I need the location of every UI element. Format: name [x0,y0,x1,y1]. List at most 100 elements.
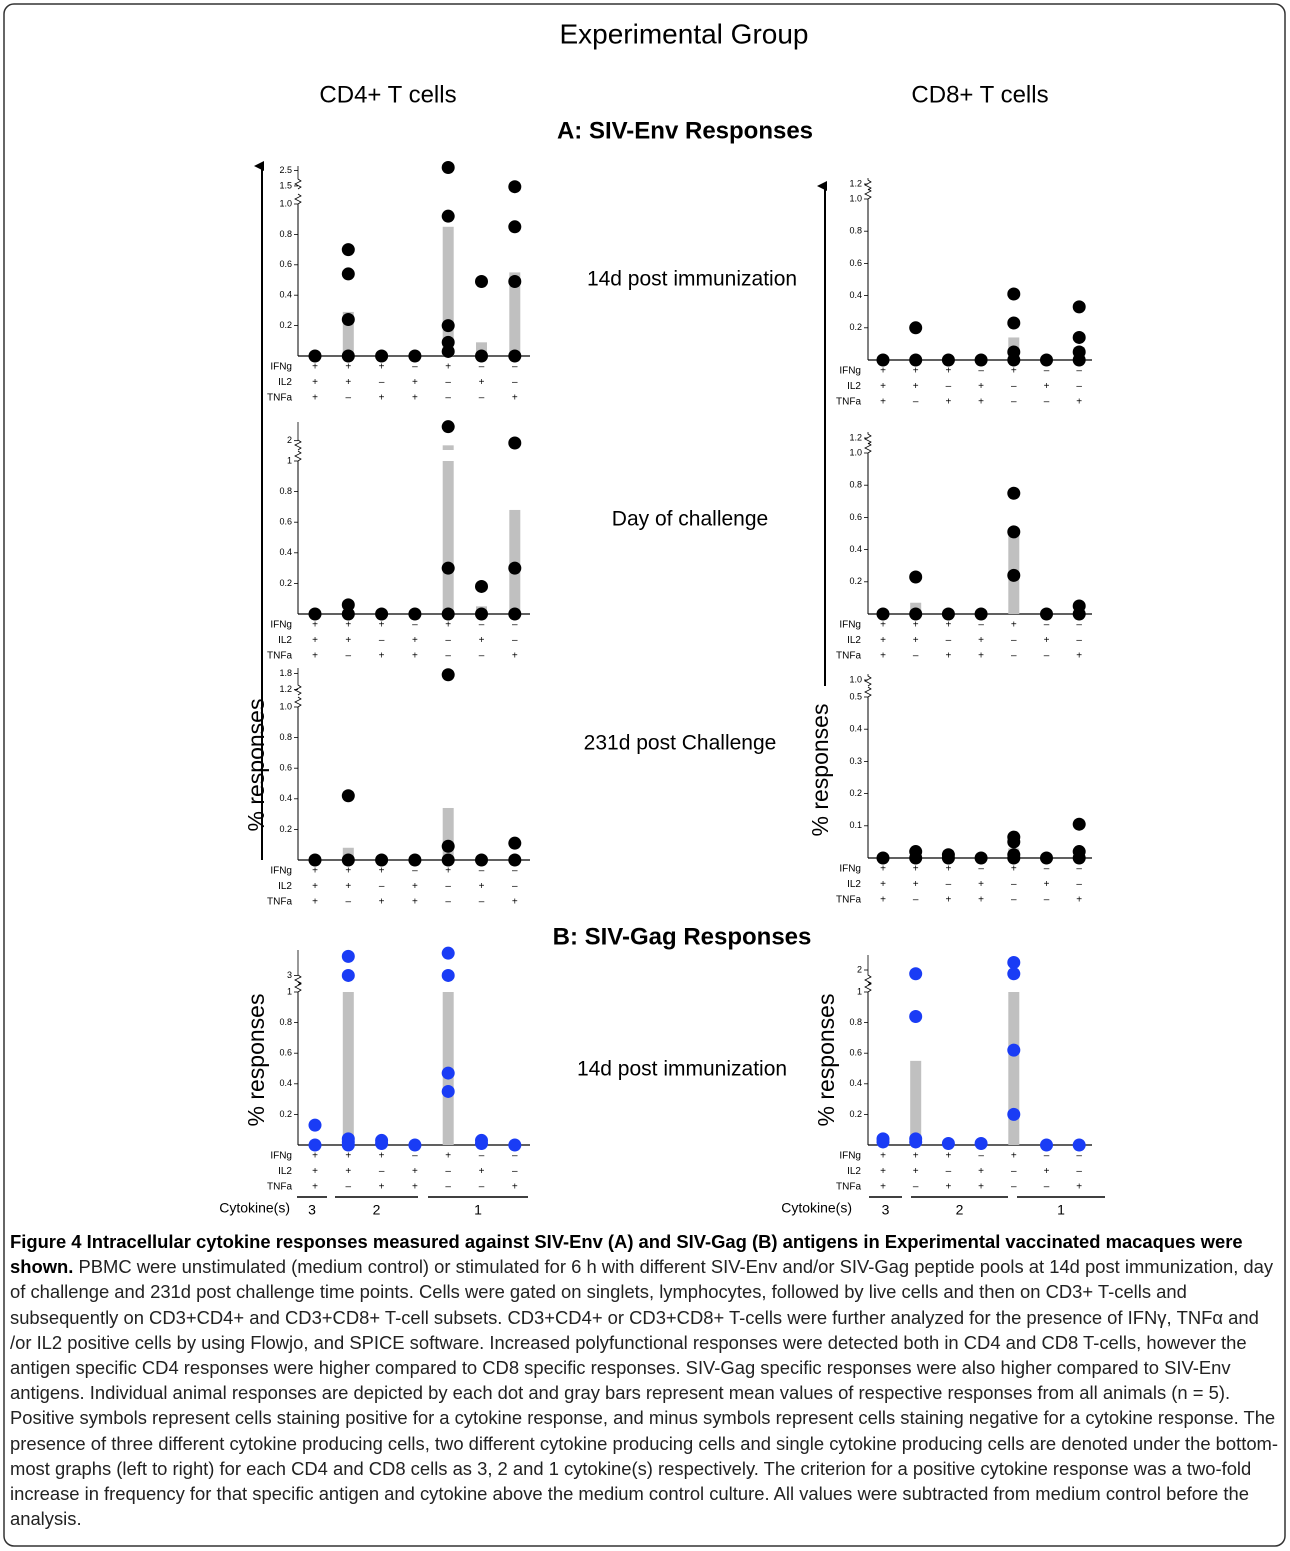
dot [441,668,455,682]
sign: + [913,864,919,875]
sign: – [1076,879,1082,890]
dot [1007,316,1021,330]
frame [3,3,1286,1547]
dot [341,789,355,803]
sign: – [445,881,451,892]
sign: – [1011,651,1017,662]
y-tick-label: 1 [857,986,862,996]
sign: + [412,377,418,388]
sign: + [1044,1166,1050,1177]
dot [408,853,422,867]
y-tick-label: 0.6 [279,517,292,527]
dot [1072,300,1086,314]
row-label: TNFa [836,651,861,662]
group-count: 1 [1057,1202,1065,1218]
y-label: % responses [807,704,833,837]
dot [1072,1138,1086,1152]
dot [876,353,890,367]
dot [1072,353,1086,367]
sign: – [1076,1166,1082,1177]
dot [508,275,522,289]
dot [508,607,522,621]
sign: – [379,635,385,646]
mean-bar [910,1060,922,1145]
y-tick-label: 0.6 [279,763,292,773]
dot [876,607,890,621]
caption-body: PBMC were unstimulated (medium control) … [10,1256,1279,1530]
dot [1072,817,1086,831]
mean-bar [442,461,454,614]
dot [508,436,522,450]
sign: – [1044,366,1050,377]
caption-title: Figure 4 Intracellular cytokine response… [10,1231,1243,1278]
sign: + [880,895,886,906]
sign: + [312,866,318,877]
dot [441,319,455,333]
timepoint: 14d post immunization [587,268,797,291]
sign: + [978,895,984,906]
dot [341,853,355,867]
axis-break [864,178,872,191]
sign: – [978,620,984,631]
dot [441,607,455,621]
sign: + [978,1166,984,1177]
row-label: IFNg [839,620,861,631]
sign: – [1044,651,1050,662]
dot [508,349,522,363]
sign: + [379,393,385,404]
row-label: IFNg [270,362,292,373]
sign: + [945,864,951,875]
sign: – [1044,864,1050,875]
sign: + [312,1182,318,1193]
axis-break [294,950,302,986]
sign: – [1076,381,1082,392]
sign: + [1011,620,1017,631]
sign: + [880,651,886,662]
axis-break [864,686,872,698]
sign: – [445,393,451,404]
sign: – [913,397,919,408]
sign: – [512,866,518,877]
dot [941,851,955,865]
sign: + [379,1151,385,1162]
sign: + [312,1151,318,1162]
sign: + [978,879,984,890]
dot [909,607,923,621]
sign: + [479,1166,485,1177]
dot [375,349,389,363]
sign: – [913,1182,919,1193]
dot [341,949,355,963]
sign: + [945,1182,951,1193]
sign: + [379,897,385,908]
dot [375,607,389,621]
axis-break [864,955,872,986]
mean-bar [342,992,354,1145]
axis-break [294,668,302,696]
mean-bar [442,807,454,860]
row-label: TNFa [267,393,292,404]
sign: + [312,1166,318,1177]
dot [408,349,422,363]
sign: – [512,362,518,373]
dot [1007,353,1021,367]
sign: + [312,651,318,662]
sign: + [1044,635,1050,646]
dot [1040,851,1053,865]
dot [341,607,355,621]
dot [475,607,488,621]
sign: – [445,635,451,646]
sign: – [445,1166,451,1177]
y-tick-label: 0.6 [279,1048,292,1058]
sign: + [512,897,518,908]
sign: – [479,897,485,908]
dot [909,353,923,367]
sign: + [880,1182,886,1193]
axis-break [864,432,872,445]
sign: + [445,620,451,631]
row-label: IL2 [278,635,292,646]
sign: – [412,362,418,373]
sign: + [945,397,951,408]
dot [308,349,322,363]
